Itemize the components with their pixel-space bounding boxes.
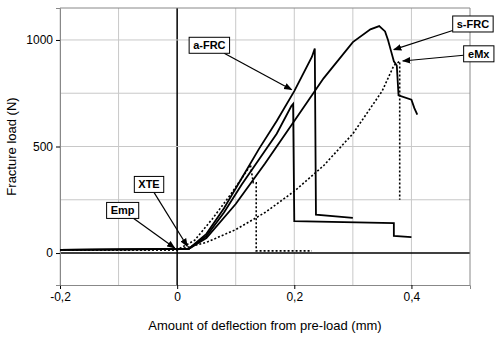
tick-mark bbox=[56, 147, 60, 148]
series-label: XTE bbox=[134, 176, 187, 246]
grid-line bbox=[60, 146, 470, 147]
x-tick: 0,2 bbox=[286, 285, 303, 304]
x-axis: -0,2 0 0,2 0,4 bbox=[50, 285, 470, 304]
tick-label: 0 bbox=[174, 290, 181, 304]
minor-grid-line bbox=[60, 93, 470, 94]
tick-mark bbox=[56, 253, 60, 254]
label-arrow bbox=[394, 31, 453, 50]
series-label-text: eMx bbox=[468, 48, 490, 60]
y-tick: 1000 bbox=[26, 33, 60, 47]
series-line bbox=[60, 26, 417, 250]
y-axis: 0 500 1000 bbox=[26, 9, 60, 286]
series-label: eMx bbox=[403, 46, 494, 62]
label-box bbox=[107, 202, 139, 218]
label-arrow bbox=[154, 192, 187, 246]
tick-mark bbox=[411, 285, 412, 289]
label-box bbox=[189, 37, 229, 53]
x-tick: 0 bbox=[174, 285, 181, 304]
series-group bbox=[60, 26, 417, 251]
series-labels: Emp XTE a-FRC s-FRC eMx bbox=[107, 16, 494, 248]
series-label-text: Emp bbox=[111, 204, 135, 216]
label-arrow bbox=[403, 55, 464, 61]
x-tick: 0,4 bbox=[404, 285, 421, 304]
series-label-text: a-FRC bbox=[193, 39, 225, 51]
label-arrow bbox=[134, 218, 175, 248]
label-box bbox=[453, 16, 493, 32]
series-label-text: s-FRC bbox=[457, 18, 489, 30]
x-tick: -0,2 bbox=[50, 285, 71, 304]
y-tick: 500 bbox=[33, 140, 60, 154]
tick-label: 0,2 bbox=[286, 290, 303, 304]
label-arrow bbox=[224, 53, 291, 89]
frame bbox=[60, 8, 470, 9]
tick-label: 0 bbox=[46, 246, 53, 260]
tick-mark bbox=[177, 285, 178, 289]
series-line bbox=[60, 165, 312, 251]
y-tick: 0 bbox=[46, 246, 60, 260]
series-line bbox=[60, 48, 353, 249]
tick-label: 500 bbox=[33, 140, 53, 154]
minor-grid-line bbox=[60, 199, 470, 200]
series-label-text: XTE bbox=[138, 178, 159, 190]
plot: -0,2 0 0,2 0,4 0 500 1000 Emp XTE a-FRC s-FRC eMx bbox=[26, 8, 494, 304]
tick-label: 0,4 bbox=[404, 290, 421, 304]
tick-mark bbox=[56, 40, 60, 41]
grid-line bbox=[60, 252, 470, 254]
series-label: a-FRC bbox=[189, 37, 292, 89]
grid bbox=[60, 8, 470, 285]
axis-line bbox=[61, 286, 471, 290]
x-axis-title: Amount of deflection from pre-load (mm) bbox=[148, 318, 381, 333]
tick-label: 1000 bbox=[26, 33, 53, 47]
y-axis-title: Fracture load (N) bbox=[4, 97, 19, 195]
chart: -0,2 0 0,2 0,4 0 500 1000 Emp XTE a-FRC s-FRC eMx Am… bbox=[0, 0, 500, 340]
series-label: s-FRC bbox=[394, 16, 493, 50]
tick-label: -0,2 bbox=[50, 290, 71, 304]
label-box bbox=[134, 176, 163, 192]
axis-line bbox=[56, 9, 61, 286]
tick-mark bbox=[294, 285, 295, 289]
series-line bbox=[60, 61, 400, 250]
grid-line bbox=[60, 39, 470, 40]
label-box bbox=[464, 46, 494, 62]
